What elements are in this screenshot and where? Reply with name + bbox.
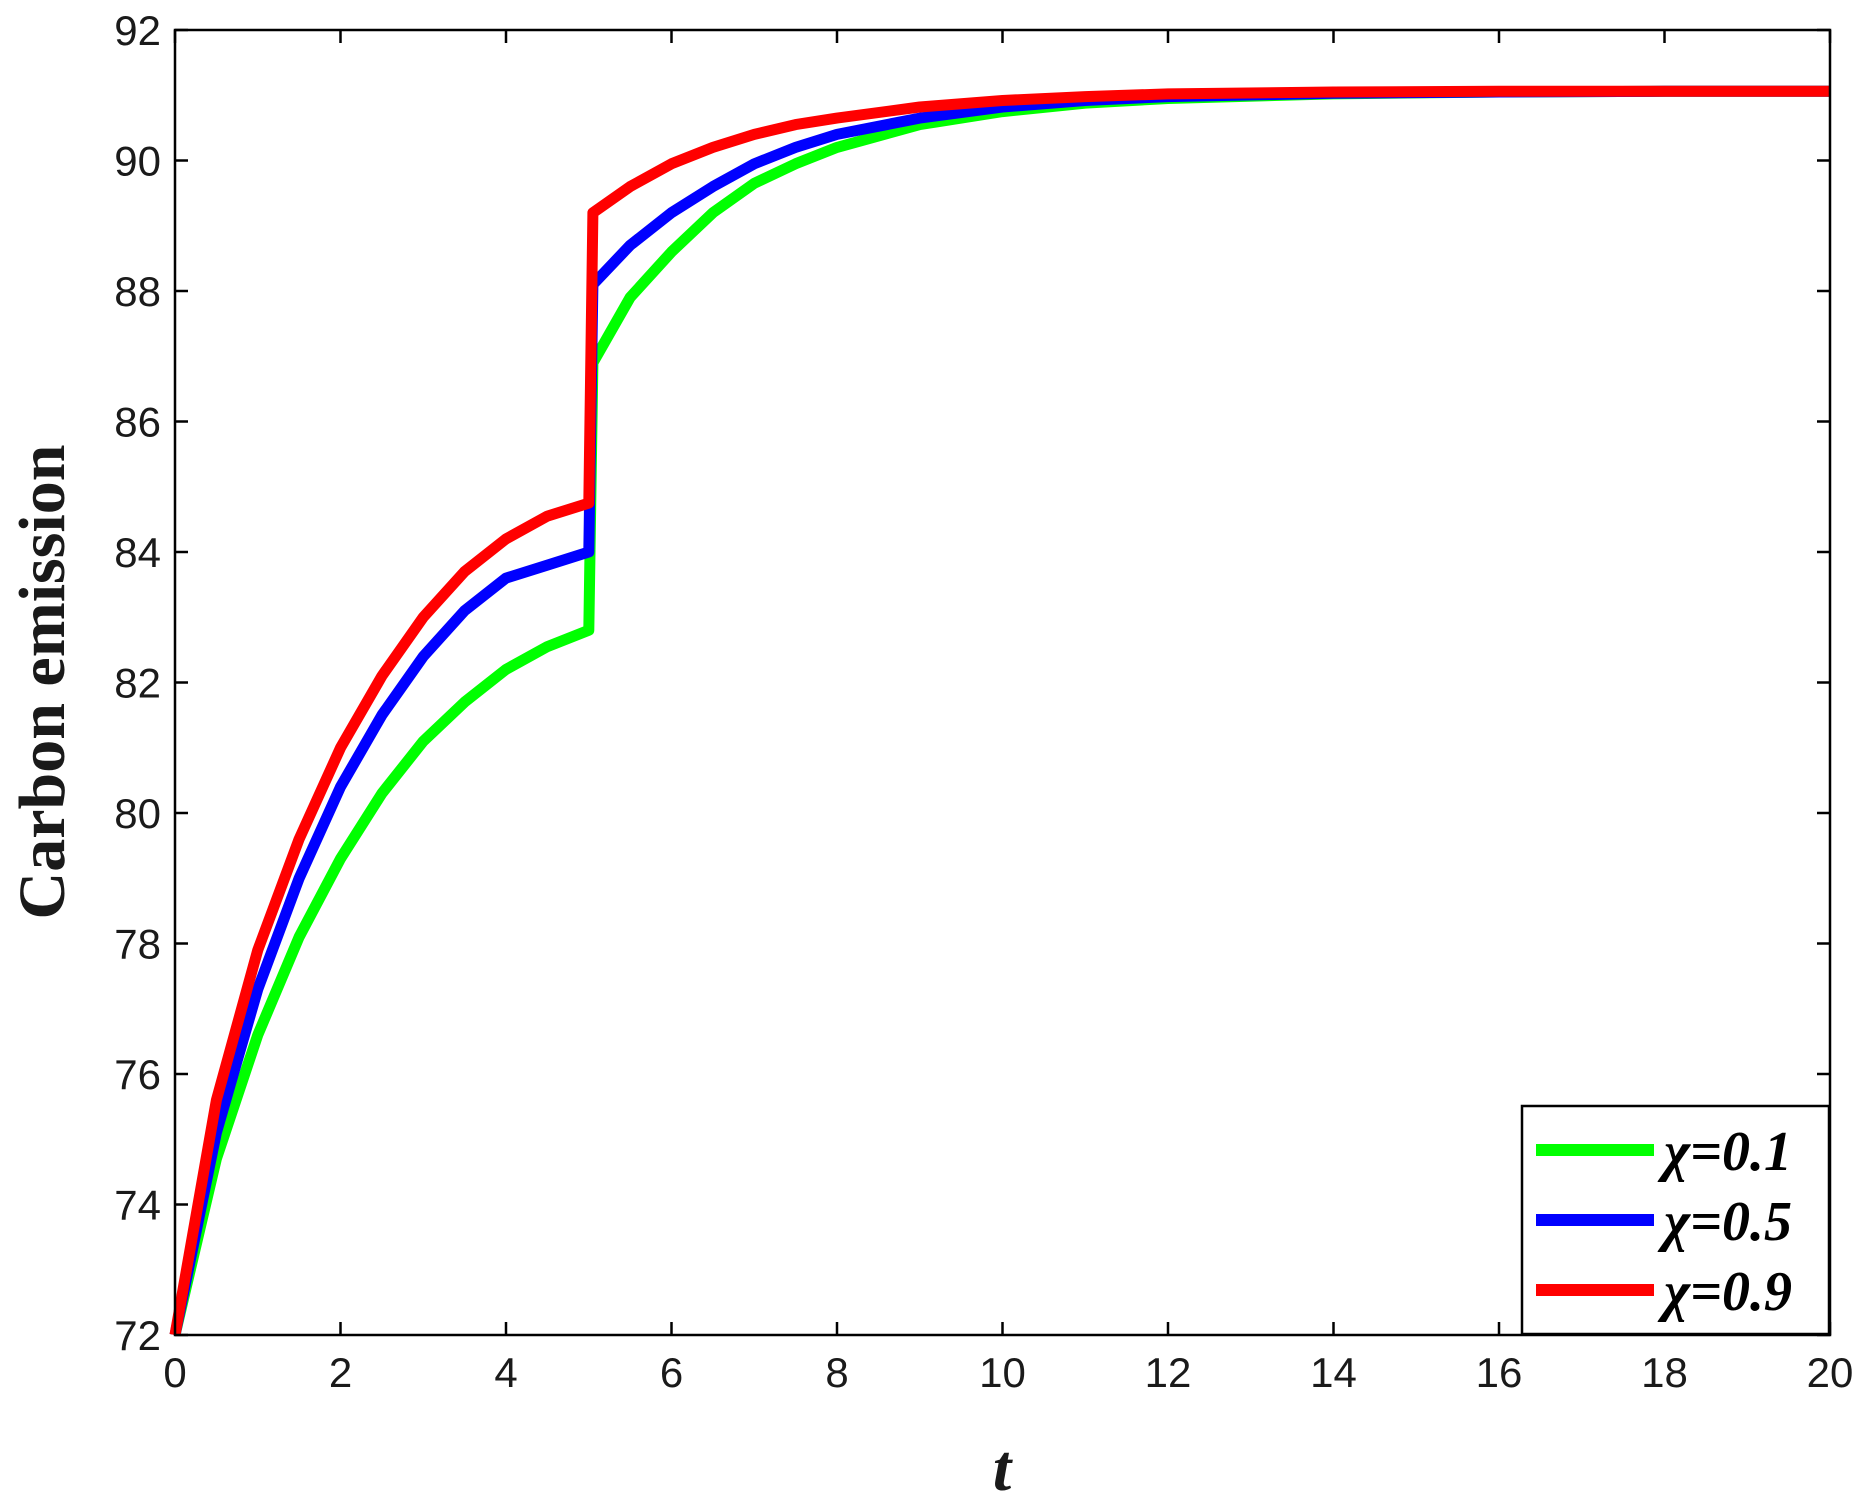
y-tick-label: 92 bbox=[114, 7, 161, 54]
plot-frame bbox=[173, 28, 1832, 1337]
legend-label-3: χ=0.9 bbox=[1657, 1261, 1792, 1323]
x-tick-label: 20 bbox=[1807, 1349, 1854, 1396]
legend-label-1: χ=0.1 bbox=[1657, 1121, 1792, 1183]
x-tick-label: 16 bbox=[1476, 1349, 1523, 1396]
y-tick-label: 74 bbox=[114, 1182, 161, 1229]
y-tick-label: 86 bbox=[114, 399, 161, 446]
x-tick-label: 0 bbox=[163, 1349, 186, 1396]
legend-label-2: χ=0.5 bbox=[1657, 1191, 1792, 1253]
x-tick-label: 2 bbox=[329, 1349, 352, 1396]
y-tick-label: 82 bbox=[114, 660, 161, 707]
series-line-3 bbox=[169, 85, 1830, 1336]
x-tick-label: 18 bbox=[1641, 1349, 1688, 1396]
x-tick-label: 12 bbox=[1145, 1349, 1192, 1396]
y-tick-label: 72 bbox=[114, 1312, 161, 1359]
x-tick-label: 6 bbox=[660, 1349, 683, 1396]
y-tick-label: 90 bbox=[114, 138, 161, 185]
y-tick-label: 84 bbox=[114, 529, 161, 576]
y-tick-label: 80 bbox=[114, 790, 161, 837]
x-tick-label: 10 bbox=[979, 1349, 1026, 1396]
y-axis-title: Carbon emission bbox=[6, 445, 79, 920]
y-tick-label: 88 bbox=[114, 268, 161, 315]
x-axis-title: t bbox=[993, 1432, 1013, 1502]
x-tick-label: 8 bbox=[825, 1349, 848, 1396]
series-layer bbox=[169, 85, 1830, 1337]
ticks-layer: 0 2 4 6 8 10 12 14 16 18 20 72 74 76 78 80 82 84 86 88 90 92 bbox=[114, 7, 1853, 1396]
x-tick-label: 14 bbox=[1310, 1349, 1357, 1396]
legend: χ=0.1 χ=0.5 χ=0.9 bbox=[1520, 1104, 1831, 1336]
y-tick-label: 78 bbox=[114, 921, 161, 968]
y-tick-label: 76 bbox=[114, 1051, 161, 1098]
x-tick-label: 4 bbox=[494, 1349, 517, 1396]
